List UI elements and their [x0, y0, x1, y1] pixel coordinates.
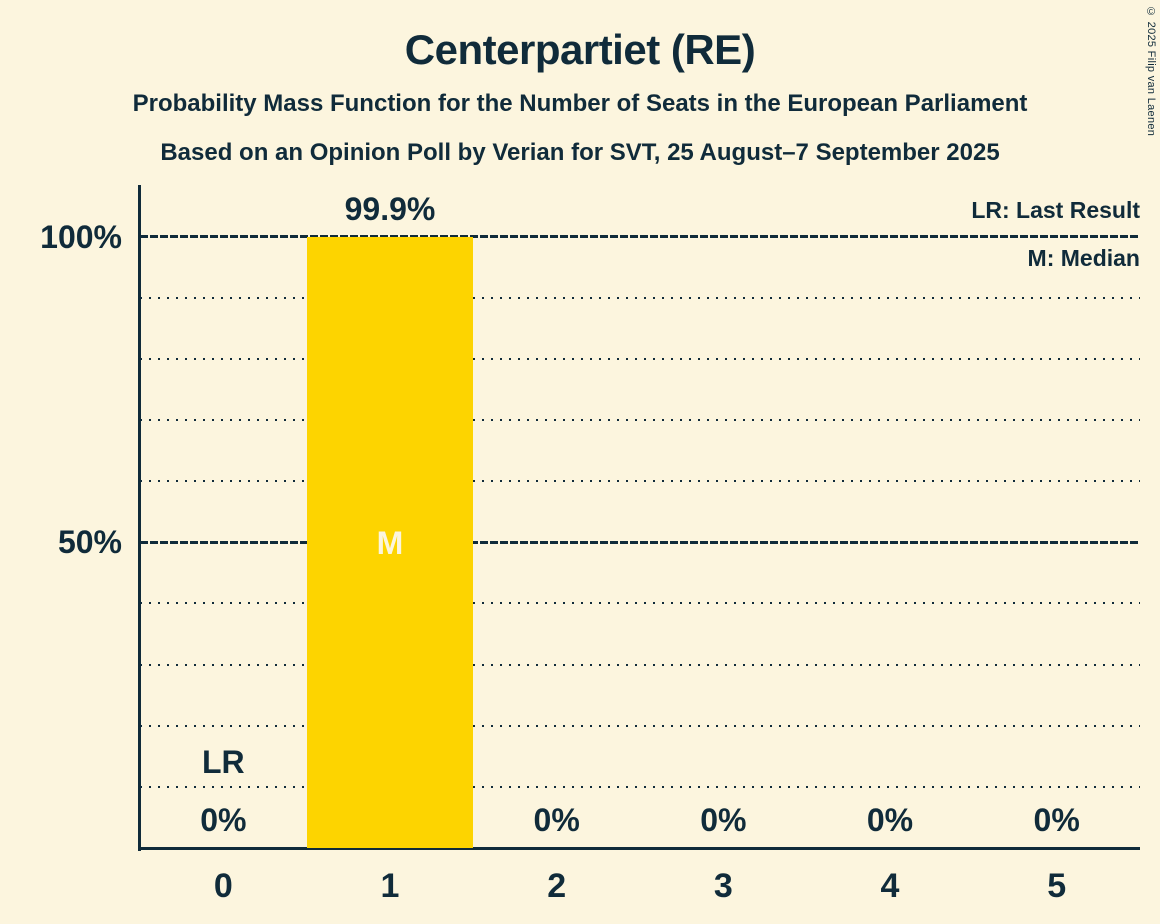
x-axis-line — [138, 847, 1140, 850]
y-tick-label: 100% — [40, 218, 122, 255]
x-tick-label: 0 — [213, 867, 233, 905]
gridline-minor — [140, 724, 1140, 727]
legend-last-result: LR: Last Result — [971, 197, 1140, 223]
median-marker: M — [376, 525, 404, 562]
gridline-minor — [140, 296, 1140, 299]
legend-median: M: Median — [1027, 245, 1140, 271]
bar-seats-1 — [306, 237, 474, 848]
gridline-major — [140, 540, 1140, 544]
x-tick-label: 4 — [880, 867, 900, 905]
gridline-minor — [140, 602, 1140, 605]
legend: LR: Last Result M: Median — [971, 186, 1140, 282]
plot-area: 0% 99.9% 0% 0% 0% 0% M LR — [138, 185, 1140, 851]
gridline-minor — [140, 480, 1140, 483]
x-tick-label: 5 — [1047, 867, 1067, 905]
bar-value-label: 0% — [533, 802, 580, 838]
copyright-notice: © 2025 Filip van Laenen — [1145, 6, 1157, 137]
y-axis-line — [138, 185, 141, 851]
gridline-minor — [140, 663, 1140, 666]
chart-subtitle-poll: Probability Mass Function for the Number… — [132, 90, 1028, 117]
bar-value-label: 0% — [1033, 802, 1080, 838]
gridline-minor — [140, 418, 1140, 421]
x-tick-label: 3 — [713, 867, 733, 905]
bar-value-label: 99.9% — [344, 191, 436, 228]
gridline-major — [140, 235, 1140, 238]
gridline-minor — [140, 785, 1140, 788]
bar-value-label: 0% — [200, 802, 247, 838]
chart-title: Centerpartiet (RE) — [404, 26, 756, 73]
last-result-marker: LR — [202, 744, 245, 780]
bar-value-label: 0% — [866, 802, 914, 838]
bar-value-label: 0% — [700, 802, 747, 838]
x-tick-label: 2 — [547, 867, 567, 905]
chart-subtitle-source: Based on an Opinion Poll by Verian for S… — [160, 139, 1000, 166]
y-tick-label: 50% — [57, 524, 122, 561]
gridline-minor — [140, 357, 1140, 360]
x-tick-label: 1 — [380, 867, 400, 905]
